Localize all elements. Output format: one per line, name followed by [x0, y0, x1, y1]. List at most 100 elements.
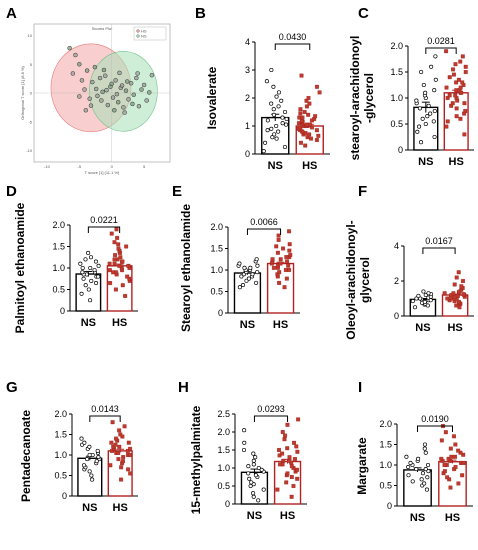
hs-data-point — [457, 305, 462, 310]
ns-data-point — [263, 140, 268, 145]
y-tick-label: 1.5 — [217, 445, 230, 455]
ns-data-point — [271, 112, 276, 117]
ns-data-point — [271, 84, 276, 89]
scores-point — [102, 73, 108, 78]
hs-data-point — [113, 253, 118, 258]
ns-data-point — [261, 487, 266, 492]
ns-data-point — [422, 299, 427, 305]
ns-data-point — [408, 460, 413, 466]
hs-data-point — [303, 131, 308, 135]
hs-data-point — [121, 459, 125, 464]
ns-data-point — [78, 261, 83, 266]
y-axis-label: Stearoyl ethanolamide — [179, 204, 193, 332]
y-axis-label-line: Pentadecanoate — [19, 410, 33, 502]
scores-point — [136, 103, 142, 109]
scores-point — [119, 83, 125, 88]
y-tick-label: 4 — [394, 241, 399, 251]
ns-data-point — [253, 455, 258, 460]
ns-data-point — [88, 298, 93, 303]
hs-data-point — [287, 455, 292, 460]
panel-label-f: F — [358, 183, 367, 200]
ns-bar — [413, 106, 439, 151]
ns-data-point — [87, 444, 92, 449]
scores-point — [110, 95, 116, 100]
y-axis-label: Isovalerate — [205, 66, 219, 129]
y-axis-label: Pentadecanoate — [19, 410, 33, 502]
hs-data-point — [294, 444, 299, 449]
scores-legend-label: HS — [141, 29, 147, 34]
ns-data-point — [279, 98, 284, 103]
ns-data-point — [410, 299, 415, 304]
hs-data-point — [285, 471, 290, 476]
ns-data-point — [80, 270, 85, 275]
ns-data-point — [420, 471, 425, 476]
ns-data-point — [421, 289, 426, 294]
ns-category-label: NS — [81, 317, 96, 329]
hs-data-point — [278, 462, 282, 467]
y-tick-label: 0 — [245, 149, 250, 159]
hs-data-point — [284, 255, 289, 260]
scores-point — [115, 99, 121, 105]
panel-f: F 0 2 4 Oleoyl-arachidonoyl-glycerol NS HS 0.01… — [344, 183, 474, 340]
scores-point — [122, 110, 127, 115]
ns-category-label: NS — [247, 510, 262, 522]
hs-data-point — [313, 114, 318, 119]
scores-ytick-label: 0 — [30, 91, 33, 96]
significance-bracket — [87, 226, 121, 233]
ns-data-point — [422, 446, 427, 451]
hs-data-point — [461, 461, 466, 465]
hs-data-point — [296, 417, 301, 422]
hs-data-point — [453, 442, 458, 447]
hs-data-point — [275, 487, 280, 492]
y-tick-label: 2.5 — [217, 409, 230, 419]
scores-point — [125, 79, 130, 84]
ns-data-point — [96, 454, 101, 460]
y-axis-label-line: Stearoyl ethanolamide — [179, 204, 193, 332]
p-value-label: 0.0143 — [91, 404, 119, 414]
ns-data-point — [81, 276, 86, 281]
p-value-label: 0.0221 — [90, 215, 118, 225]
scores-point — [141, 82, 147, 88]
panel-label-c: C — [358, 5, 369, 22]
ns-data-point — [85, 457, 90, 462]
hs-data-point — [460, 80, 465, 85]
hs-data-point — [116, 242, 121, 247]
scores-point — [88, 103, 94, 108]
hs-data-point — [307, 101, 312, 106]
ns-category-label: NS — [418, 156, 433, 168]
ns-data-point — [88, 255, 94, 260]
y-axis-label-line: 15-methylpalmitate — [189, 405, 203, 514]
ns-data-point — [264, 79, 269, 84]
scores-xtick-label: 5 — [143, 164, 146, 169]
hs-data-point — [307, 132, 312, 137]
hs-data-point — [444, 85, 449, 90]
hs-data-point — [126, 263, 131, 268]
hs-data-point — [270, 257, 275, 262]
ns-data-point — [274, 94, 279, 99]
y-tick-label: 2.0 — [52, 220, 65, 230]
ns-data-point — [265, 118, 270, 123]
panel-i: I 0 0.5 1.0 1.5 2.0 Margarate NS HS 0.0190 — [355, 379, 473, 524]
ns-data-point — [89, 278, 94, 283]
ns-data-point — [432, 108, 437, 114]
ns-data-point — [272, 132, 277, 137]
hs-data-point — [108, 463, 113, 468]
y-tick-label: 1.0 — [210, 265, 223, 275]
panel-e: E 0 0.5 1.0 1.5 2.0 Stearoyl ethanolamide NS HS 0… — [172, 183, 300, 332]
significance-bracket — [422, 247, 456, 254]
p-value-label: 0.0066 — [250, 217, 278, 227]
hs-data-point — [124, 244, 129, 249]
ns-data-point — [424, 487, 429, 492]
hs-data-point — [458, 59, 463, 64]
scores-point — [113, 78, 118, 83]
hs-data-point — [289, 475, 294, 479]
panel-c: C 0 0.5 1.0 1.5 2.0 stearoyl-arachidonoyl-glyc… — [348, 5, 474, 168]
y-tick-label: 2.0 — [217, 427, 230, 437]
ns-data-point — [426, 103, 431, 108]
hs-data-point — [461, 279, 465, 283]
scores-point — [123, 88, 129, 93]
p-value-label: 0.0293 — [257, 404, 285, 414]
hs-data-point — [114, 227, 119, 232]
